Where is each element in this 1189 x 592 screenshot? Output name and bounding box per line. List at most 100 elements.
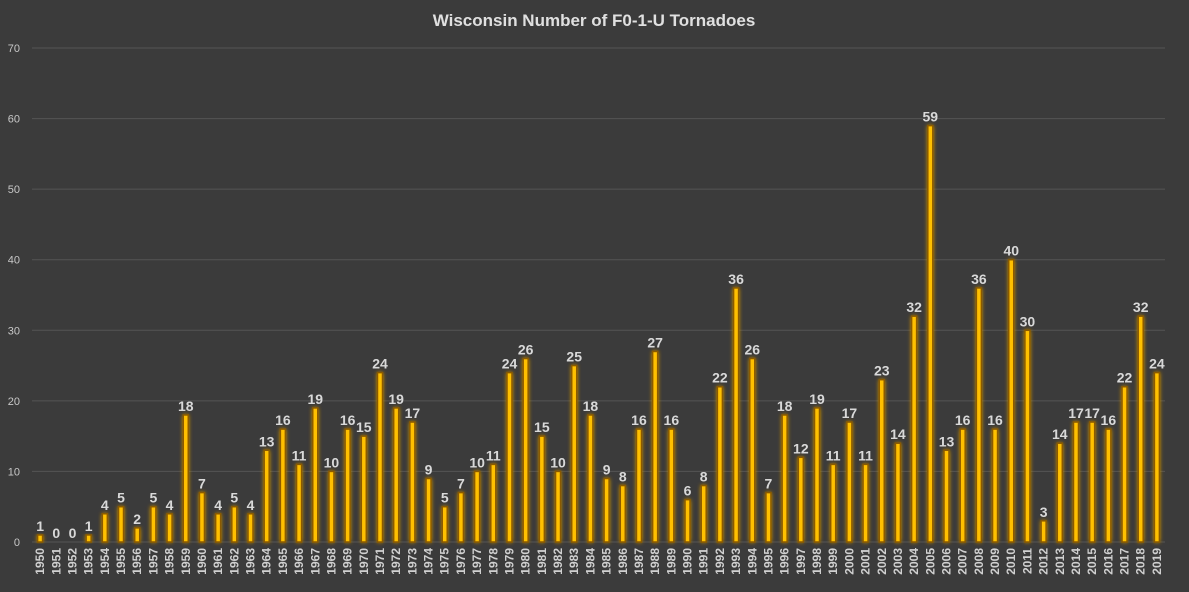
data-label: 13 [939, 433, 955, 449]
x-tick-label: 1951 [49, 548, 63, 575]
y-tick-label: 10 [8, 466, 20, 478]
bar [392, 407, 400, 543]
data-label: 4 [101, 497, 109, 513]
bar [231, 505, 238, 543]
data-label: 5 [230, 490, 238, 506]
bar [603, 477, 610, 543]
bar [522, 357, 529, 543]
bar [198, 491, 206, 543]
x-tick-label: 1972 [389, 548, 403, 575]
data-label: 5 [441, 490, 449, 506]
x-tick-label: 2007 [956, 548, 970, 575]
bar [457, 491, 465, 543]
data-label: 6 [684, 483, 692, 499]
x-tick-label: 1980 [519, 548, 533, 575]
data-label: 5 [149, 490, 157, 506]
x-tick-label: 1961 [211, 548, 225, 575]
bar [36, 534, 44, 543]
x-tick-label: 1962 [227, 548, 241, 575]
data-label: 16 [1101, 412, 1117, 428]
bar [360, 435, 368, 543]
bar [1153, 371, 1161, 543]
bar [619, 484, 627, 543]
x-tick-label: 1973 [405, 548, 419, 575]
y-tick-label: 30 [8, 325, 20, 337]
data-label: 7 [765, 476, 773, 492]
bar [490, 463, 497, 543]
bar [732, 287, 740, 543]
data-label: 15 [356, 419, 372, 435]
bar [1072, 421, 1080, 543]
x-tick-label: 1999 [826, 548, 840, 575]
data-label: 25 [566, 349, 582, 365]
x-tick-label: 1984 [583, 548, 597, 575]
x-tick-label: 2011 [1020, 548, 1034, 574]
data-label: 12 [793, 440, 809, 456]
x-tick-label: 1991 [697, 548, 711, 575]
bar [797, 456, 805, 543]
x-tick-label: 1970 [357, 548, 371, 575]
data-label: 14 [890, 426, 906, 442]
data-label: 11 [826, 447, 841, 463]
x-tick-label: 1982 [551, 548, 565, 575]
bar [846, 421, 853, 543]
data-label: 16 [275, 412, 291, 428]
bar [441, 505, 448, 543]
x-tick-label: 1997 [794, 548, 808, 575]
x-tick-label: 1996 [778, 548, 792, 575]
bar [554, 470, 562, 543]
data-label: 36 [728, 271, 744, 287]
bar [1088, 421, 1096, 543]
bar [700, 484, 707, 543]
data-label: 32 [1133, 299, 1149, 315]
x-tick-label: 1998 [810, 548, 824, 575]
x-tick-label: 2013 [1053, 548, 1067, 575]
bar [538, 435, 546, 543]
bar [473, 470, 481, 543]
data-label: 59 [923, 109, 939, 125]
data-label: 19 [307, 391, 323, 407]
data-label: 3 [1040, 504, 1048, 520]
bar [214, 513, 222, 543]
x-tick-label: 2000 [842, 548, 856, 575]
bar [376, 371, 384, 543]
bar [1121, 385, 1128, 543]
bar [101, 513, 109, 543]
x-tick-label: 2016 [1101, 548, 1115, 575]
data-label: 16 [664, 412, 680, 428]
x-tick-label: 1957 [146, 548, 160, 575]
data-label: 11 [858, 447, 873, 463]
data-label: 16 [340, 412, 356, 428]
data-label: 13 [259, 433, 275, 449]
x-tick-label: 1952 [65, 548, 79, 575]
data-label: 4 [166, 497, 174, 513]
bar [991, 428, 999, 543]
bars [36, 124, 1161, 543]
bar [684, 498, 691, 543]
bar [85, 534, 92, 543]
x-tick-label: 2014 [1069, 548, 1083, 575]
bar [781, 414, 788, 543]
bar [927, 124, 934, 543]
data-label: 24 [1149, 356, 1165, 372]
x-tick-label: 2004 [907, 548, 921, 575]
x-tick-label: 1954 [98, 548, 112, 575]
data-label: 26 [744, 342, 760, 358]
x-tick-label: 1994 [745, 548, 759, 575]
data-label: 36 [971, 271, 987, 287]
x-tick-label: 1978 [486, 548, 500, 575]
data-label: 16 [987, 412, 1003, 428]
y-tick-label: 20 [8, 396, 20, 408]
x-tick-label: 2002 [875, 548, 889, 575]
data-label: 30 [1020, 313, 1036, 329]
bar [133, 527, 141, 543]
x-tick-label: 1976 [454, 548, 468, 575]
bar [975, 287, 983, 543]
data-label: 18 [583, 398, 599, 414]
data-label: 17 [405, 405, 421, 421]
x-tick-label: 1981 [535, 548, 549, 575]
x-tick-label: 2001 [859, 548, 873, 575]
data-label: 17 [1068, 405, 1084, 421]
